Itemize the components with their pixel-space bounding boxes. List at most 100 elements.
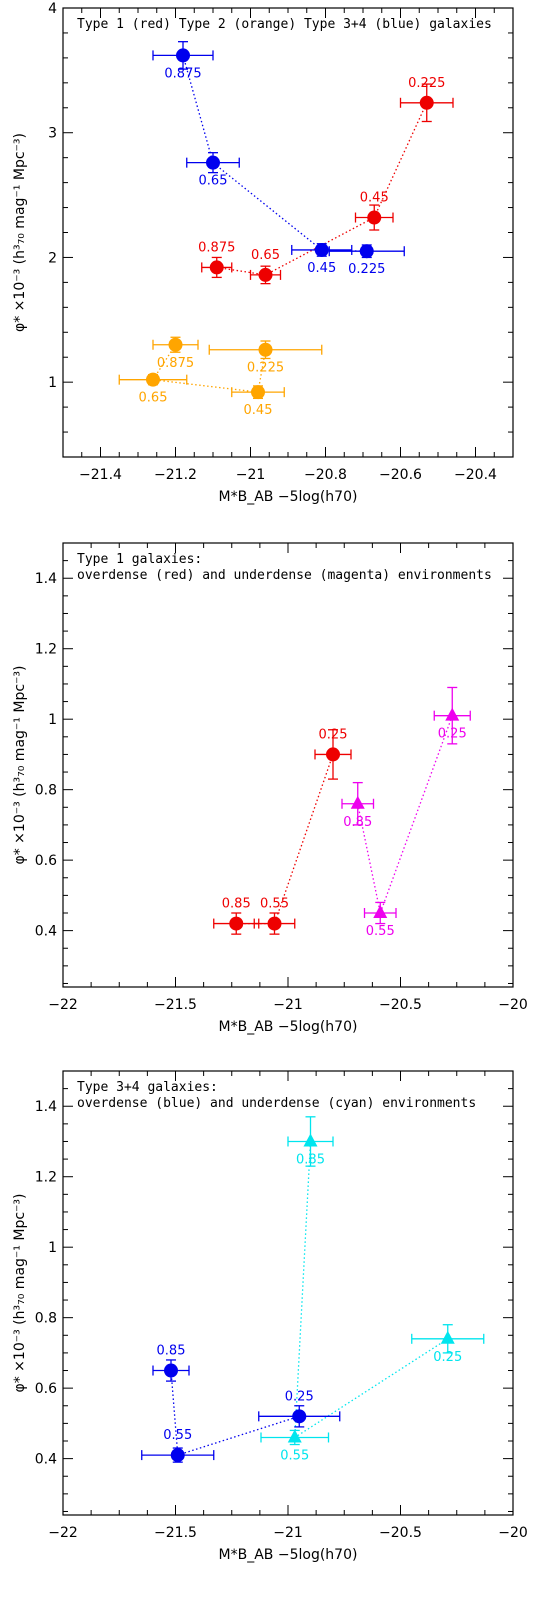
data-point-circle (258, 267, 273, 282)
panel-title: Type 1 (red) Type 2 (orange) Type 3+4 (b… (77, 17, 492, 32)
series-connector-line (294, 1141, 449, 1439)
data-point-circle (170, 1448, 185, 1463)
data-point-label: 0.65 (139, 391, 168, 406)
data-point-label: 0.225 (348, 262, 385, 277)
data-point-circle (326, 747, 340, 762)
data-point-circle (209, 260, 224, 275)
y-tick-label: 1.2 (35, 1170, 57, 1186)
y-axis-label: φ* ×10⁻³ (h³₇₀ mag⁻¹ Mpc⁻³) (12, 666, 28, 865)
x-tick-label: −20 (498, 997, 528, 1013)
x-tick-label: −20 (498, 1525, 528, 1541)
data-point-circle (206, 155, 220, 170)
data-point-label: 0.85 (222, 897, 251, 912)
y-tick-label: 0.6 (35, 1381, 57, 1397)
y-tick-label: 0.4 (35, 1452, 57, 1468)
data-point-label: 0.45 (360, 191, 389, 206)
data-point-label: 0.85 (157, 1344, 186, 1359)
y-tick-label: 2 (48, 250, 57, 266)
data-point-triangle (440, 1330, 455, 1344)
y-tick-label: 1.4 (35, 1099, 57, 1115)
data-point-label: 0.25 (433, 1350, 462, 1365)
x-axis-label: M*B_AB −5log(h70) (219, 489, 358, 505)
data-point-label: 0.45 (244, 403, 273, 418)
data-point-circle (251, 385, 265, 400)
data-point-label: 0.55 (280, 1448, 309, 1463)
y-tick-label: 0.8 (35, 783, 57, 799)
plot-frame (62, 542, 514, 988)
y-tick-label: 0.4 (35, 924, 57, 940)
x-tick-label: −20.5 (379, 997, 422, 1013)
x-tick-label: −22 (48, 1525, 78, 1541)
data-point-triangle (445, 707, 460, 721)
data-point-label: 0.85 (343, 815, 372, 830)
panel-title: Type 3+4 galaxies: (77, 1080, 218, 1095)
plot-frame (62, 7, 514, 458)
data-point-triangle (350, 795, 365, 809)
data-point-circle (292, 1409, 307, 1424)
x-tick-label: −21 (273, 997, 303, 1013)
panel-2-chart: −22 −21.5 −21 −20.5 −20 0.4 0.6 0.8 1 1.2 1.4 M*B_A… (12, 542, 528, 1035)
y-tick-label: 3 (48, 126, 57, 142)
data-point-label: 0.25 (319, 727, 348, 742)
y-tick-label: 0.8 (35, 1311, 57, 1327)
x-tick-label: −20.6 (379, 467, 422, 483)
data-point-label: 0.875 (157, 356, 194, 371)
data-point-label: 0.65 (251, 248, 280, 263)
y-tick-label: 1.2 (35, 642, 57, 658)
series-connector-line (216, 102, 428, 276)
x-tick-label: −21.5 (154, 997, 197, 1013)
data-point-circle (168, 337, 183, 352)
data-point-label: 0.45 (307, 261, 336, 276)
series-connector-line (151, 344, 267, 393)
panel-subtitle: overdense (red) and underdense (magenta)… (77, 568, 492, 583)
data-point-circle (258, 342, 273, 357)
series-connector-line (357, 715, 453, 916)
x-tick-label: −21.2 (154, 467, 197, 483)
x-tick-label: −21.4 (79, 467, 122, 483)
x-tick-label: −20.5 (379, 1525, 422, 1541)
y-tick-label: 4 (48, 1, 57, 17)
x-axis-label: M*B_AB −5log(h70) (219, 1019, 358, 1035)
x-tick-label: −22 (48, 997, 78, 1013)
x-tick-label: −21 (273, 1525, 303, 1541)
data-point-label: 0.25 (285, 1389, 314, 1404)
x-tick-label: −20.8 (304, 467, 347, 483)
data-point-label: 0.55 (163, 1428, 192, 1443)
data-point-circle (229, 916, 244, 931)
y-tick-label: 1 (48, 712, 57, 728)
x-tick-label: −21 (236, 467, 266, 483)
data-point-circle (176, 48, 190, 63)
data-point-circle (419, 95, 434, 110)
data-point-circle (367, 210, 382, 225)
y-axis-label: φ* ×10⁻³ (h³₇₀ mag⁻¹ Mpc⁻³) (12, 133, 28, 332)
data-point-circle (164, 1363, 178, 1378)
y-tick-label: 1 (48, 375, 57, 391)
y-tick-label: 1 (48, 1240, 57, 1256)
data-point-label: 0.225 (247, 361, 284, 376)
panel-1-chart: −21.4 −21.2 −21 −20.8 −20.6 −20.4 1 2 3 4 M*B_AB −… (12, 1, 514, 505)
data-point-label: 0.875 (164, 66, 201, 81)
data-point-label: 0.65 (199, 174, 228, 189)
panel-subtitle: overdense (blue) and underdense (cyan) e… (77, 1096, 476, 1111)
y-tick-label: 1.4 (35, 571, 57, 587)
data-point-circle (146, 372, 160, 387)
x-tick-label: −20.4 (454, 467, 497, 483)
x-tick-label: −21.5 (154, 1525, 197, 1541)
data-point-label: 0.85 (296, 1152, 325, 1167)
data-point-triangle (287, 1429, 302, 1443)
panel-3-chart: −22 −21.5 −21 −20.5 −20 0.4 0.6 0.8 1 1.2 1.4 M*B_A… (12, 1070, 528, 1563)
data-point-circle (267, 916, 282, 931)
data-point-circle (314, 242, 329, 257)
data-point-label: 0.25 (438, 727, 467, 742)
y-axis-label: φ* ×10⁻³ (h³₇₀ mag⁻¹ Mpc⁻³) (12, 1194, 28, 1393)
x-axis-label: M*B_AB −5log(h70) (219, 1547, 358, 1563)
data-point-circle (359, 244, 374, 259)
data-point-label: 0.55 (366, 924, 395, 939)
data-point-triangle (373, 905, 388, 918)
panel-title: Type 1 galaxies: (77, 552, 202, 567)
y-tick-label: 0.6 (35, 853, 57, 869)
data-point-label: 0.55 (260, 897, 289, 912)
data-point-label: 0.875 (198, 240, 235, 255)
data-point-triangle (303, 1133, 318, 1147)
